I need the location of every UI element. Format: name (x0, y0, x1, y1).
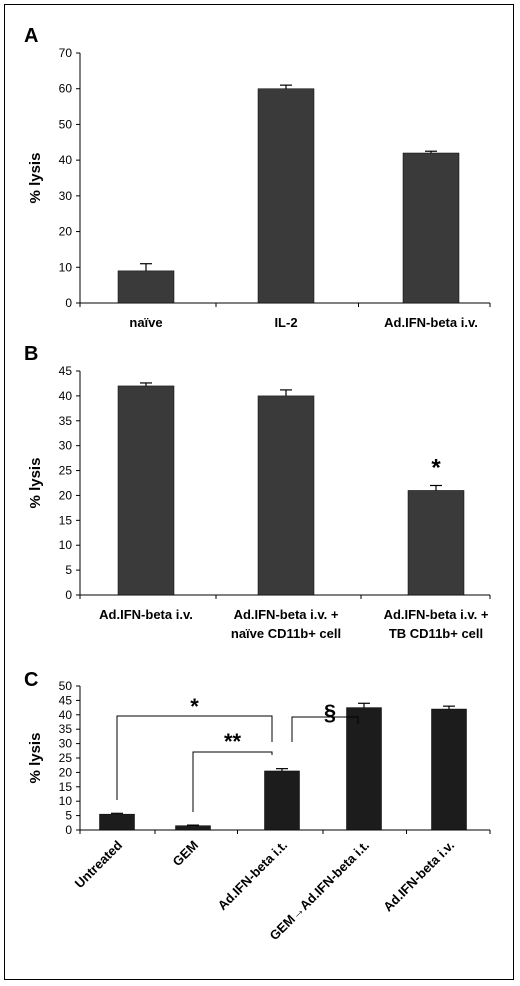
panel-a-y-tick-label: 30 (59, 189, 73, 203)
panel-a-y-tick-label: 40 (59, 153, 73, 167)
panel-b-y-tick-label: 40 (59, 389, 73, 403)
panel-b-category-label: Ad.IFN-beta i.v. + (384, 607, 489, 622)
significance-bracket-label: § (324, 700, 336, 725)
panel-c-bar (175, 825, 211, 831)
panel-b-y-tick-label: 0 (65, 588, 72, 602)
panel-b-bar (257, 395, 315, 596)
panel-c-y-tick-label: 45 (59, 693, 73, 707)
panel-c-y-tick-label: 0 (65, 823, 72, 837)
panel-a-y-tick-label: 70 (59, 46, 73, 60)
panel-b-category-label: Ad.IFN-beta i.v. (99, 607, 193, 622)
panel-a-bar (117, 270, 175, 304)
significance-bracket (116, 715, 273, 800)
panel-b-y-tick-label: 10 (59, 538, 73, 552)
panel-a-category-label: IL-2 (274, 315, 297, 330)
panel-b-y-tick-label: 5 (65, 563, 72, 577)
significance-bracket-label: * (190, 694, 199, 719)
panel-a-y-tick-label: 10 (59, 260, 73, 274)
panel-a-letter: A (24, 25, 38, 47)
significance-bracket (192, 751, 273, 812)
panel-a-bar (257, 88, 315, 304)
panel-b-category-label: TB CD11b+ cell (389, 626, 483, 641)
panel-a-y-tick-label: 60 (59, 82, 73, 96)
panel-c-bar (346, 707, 382, 831)
panel-b-y-axis-label: % lysis (27, 458, 44, 509)
panel-c-y-tick-label: 25 (59, 751, 73, 765)
panel-a-y-tick-label: 20 (59, 225, 73, 239)
panel-c-bar (99, 813, 135, 831)
panel-b-category-label: naïve CD11b+ cell (231, 626, 341, 641)
panel-a-category-label: naïve (129, 315, 162, 330)
panel-a-category-label: Ad.IFN-beta i.v. (384, 315, 478, 330)
panel-c-bar (431, 708, 467, 831)
significance-bracket-label: ** (224, 729, 242, 754)
panel-c-letter: C (24, 669, 38, 691)
panel-c-y-tick-label: 10 (59, 794, 73, 808)
panel-b-y-tick-label: 35 (59, 414, 73, 428)
panel-c-bar (264, 770, 300, 831)
panel-a-y-tick-label: 50 (59, 117, 73, 131)
significance-bracket (291, 716, 359, 742)
panel-a-y-axis-label: % lysis (27, 153, 44, 204)
panel-c-y-tick-label: 35 (59, 722, 73, 736)
panel-c-y-tick-label: 20 (59, 765, 73, 779)
panel-b-bar (407, 490, 465, 596)
panel-c-y-tick-label: 50 (59, 679, 73, 693)
panel-b-bar (117, 385, 175, 596)
panel-a-bar (402, 152, 460, 304)
panel-b-category-label: Ad.IFN-beta i.v. + (234, 607, 339, 622)
panel-c-category-label: Ad.IFN-beta i.v. (380, 838, 457, 915)
panel-b-letter: B (24, 343, 38, 365)
panel-b-significance-star: * (431, 454, 441, 481)
panel-b-y-tick-label: 25 (59, 464, 73, 478)
panel-c-y-axis-label: % lysis (27, 733, 44, 784)
panel-b-y-tick-label: 30 (59, 439, 73, 453)
panel-c-y-tick-label: 30 (59, 737, 73, 751)
panel-c-y-tick-label: 40 (59, 708, 73, 722)
panel-c-category-label: Untreated (72, 837, 126, 891)
panel-c-category-label: GEM (170, 838, 202, 870)
panel-c-y-tick-label: 15 (59, 780, 73, 794)
panel-a-y-tick-label: 0 (65, 296, 72, 310)
panel-b-y-tick-label: 45 (59, 364, 73, 378)
panel-c-y-tick-label: 5 (65, 809, 72, 823)
panel-b-y-tick-label: 15 (59, 513, 73, 527)
panel-b-y-tick-label: 20 (59, 488, 73, 502)
panel-c-category-label: Ad.IFN-beta i.t. (215, 838, 290, 913)
